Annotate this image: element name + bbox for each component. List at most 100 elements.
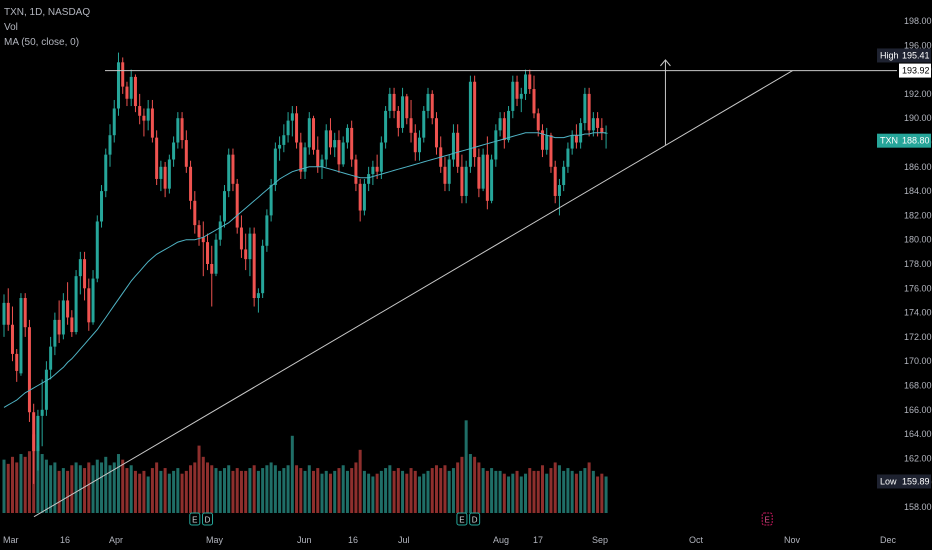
earnings-marker-text: E [192, 516, 197, 525]
candle-body [447, 159, 451, 184]
volume-bar [532, 470, 536, 513]
earnings-marker[interactable]: E [456, 512, 468, 526]
candle-body [36, 415, 40, 452]
dividend-marker[interactable]: D [469, 512, 481, 526]
volume-bar [396, 468, 400, 513]
low-tag-label-box [877, 474, 899, 489]
volume-bar [337, 468, 341, 513]
candle-body [184, 140, 188, 167]
volume-bar [324, 470, 328, 513]
candle-body [15, 353, 19, 371]
volume-bar [19, 454, 23, 513]
candle-body [23, 298, 27, 328]
candle-body [333, 140, 337, 148]
volume-bar [121, 459, 125, 513]
candle-body [409, 118, 413, 133]
upcoming-earnings-marker[interactable]: E [761, 512, 773, 526]
volume-bar [418, 476, 422, 513]
x-tick-label: 16 [60, 535, 70, 545]
y-tick-label: 184.00 [904, 186, 932, 196]
volume-bar [163, 468, 167, 513]
candle-body [591, 118, 595, 131]
ascending-trendline[interactable] [33, 70, 793, 518]
candle-body [150, 108, 154, 138]
volume-bar [129, 465, 133, 513]
x-tick-label: May [206, 535, 224, 545]
candle-body [265, 215, 269, 246]
candle-body [434, 118, 438, 148]
volume-label[interactable]: Vol [4, 22, 18, 33]
volume-bar [273, 465, 277, 513]
volume-bar [401, 470, 405, 513]
volume-bar [138, 473, 142, 513]
candle-body [112, 108, 116, 136]
earnings-marker[interactable]: E [189, 512, 201, 526]
volume-bar [108, 465, 112, 513]
volume-bar [303, 470, 307, 513]
time-axis[interactable]: Mar 16 Apr May Jun 16 Jul Aug 17 Sep Oct Nov Dec [3, 535, 897, 545]
candle-body [528, 74, 532, 90]
volume-bar [536, 470, 540, 513]
projection-arrow[interactable] [660, 59, 671, 145]
volume-bar [265, 465, 269, 513]
candle-body [282, 135, 286, 145]
candle-body [176, 118, 180, 143]
candle-body [40, 409, 44, 416]
volume-bar [557, 465, 561, 513]
volume-bar [358, 449, 362, 513]
y-tick-label: 178.00 [904, 259, 932, 269]
candle-body [579, 123, 583, 143]
volume-bar [507, 476, 511, 513]
y-tick-label: 166.00 [904, 405, 932, 415]
volume-bar [350, 468, 354, 513]
candle-body [392, 93, 396, 111]
dividend-marker[interactable]: D [202, 512, 214, 526]
volume-bar [367, 473, 371, 513]
volume-bar [104, 456, 108, 513]
last-price-tag-value-box [899, 133, 931, 148]
candle-body [596, 118, 600, 128]
candle-body [2, 302, 6, 325]
candle-body [502, 118, 506, 141]
level-tag: 193.92 [899, 63, 931, 78]
candle-body [214, 239, 218, 274]
candle-body [206, 242, 210, 264]
candle-body [32, 412, 36, 452]
candle-body [328, 130, 332, 148]
candle-body [570, 135, 574, 149]
volume-bar [434, 465, 438, 513]
candle-body [133, 76, 137, 107]
candle-body [100, 191, 104, 222]
volume-bar [74, 462, 78, 513]
volume-bar [57, 470, 61, 513]
volume-bars [2, 420, 608, 513]
y-tick-label: 186.00 [904, 162, 932, 172]
upcoming-earnings-marker-text: E [765, 516, 770, 525]
candle-body [70, 317, 74, 333]
volume-bar [519, 476, 523, 513]
x-tick-label: Oct [689, 535, 704, 545]
volume-bar [189, 465, 193, 513]
candle-body [481, 154, 485, 189]
candle-body [477, 157, 481, 189]
symbol-line[interactable]: TXN, 1D, NASDAQ [4, 7, 91, 18]
price-axis[interactable]: 198.00196.00194.00192.00190.00188.00186.… [904, 16, 932, 512]
candle-body [473, 81, 477, 158]
volume-bar [201, 456, 205, 513]
candle-body [299, 142, 303, 172]
volume-bar [10, 456, 14, 513]
volume-bar [528, 468, 532, 513]
candle-body [494, 130, 498, 160]
volume-bar [235, 468, 239, 513]
candle-body [401, 96, 405, 128]
volume-bar [282, 468, 286, 513]
x-tick-label: Nov [784, 535, 801, 545]
ma-label[interactable]: MA (50, close, 0) [4, 37, 80, 48]
volume-bar [409, 468, 413, 513]
candle-body [524, 74, 528, 94]
candle-body [83, 259, 87, 289]
candle-body [244, 249, 248, 260]
volume-bar [371, 476, 375, 513]
volume-bar [231, 470, 235, 513]
